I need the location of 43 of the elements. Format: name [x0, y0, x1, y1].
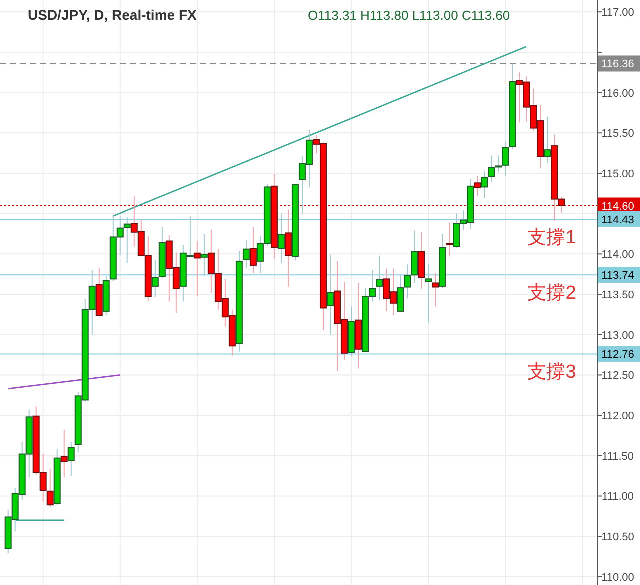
y-tick-label: 117.00 [602, 7, 634, 20]
text: O113.31 H113.80 L113.00 C113.60 [308, 8, 510, 23]
ref-line-label: 支撐1 [528, 227, 576, 248]
y-tick-label: 112.00 [602, 410, 634, 423]
text: 113.74 [602, 270, 634, 282]
candlestick [284, 209, 292, 288]
candlestick [46, 468, 54, 508]
candlestick [242, 240, 250, 270]
y-tick-label: 115.00 [602, 168, 634, 180]
candlestick [124, 216, 131, 264]
candlestick [194, 240, 201, 297]
candlestick [278, 213, 285, 264]
y-tick-label: 110.00 [602, 572, 634, 584]
y-tick-label: 111.50 [602, 450, 634, 463]
candlestick [326, 254, 334, 336]
y-tick-label: 115.50 [602, 128, 634, 140]
candlestick [481, 170, 488, 199]
candlestick [376, 255, 383, 301]
candlestick [411, 230, 418, 284]
text: USD/JPY, D, Real-time FX [28, 7, 198, 23]
candlestick [60, 430, 68, 478]
text: 114.60 [602, 200, 634, 213]
candlestick [68, 442, 75, 477]
candlestick [446, 222, 454, 258]
y-tick-label: 110.50 [602, 532, 634, 544]
ref-line-label: 支撐3 [528, 362, 576, 384]
candlestick [488, 155, 496, 183]
candlestick [432, 273, 440, 308]
text: 116.36 [602, 58, 634, 71]
candlestick [250, 227, 257, 274]
text: 112.76 [602, 349, 634, 362]
y-tick-label: 116.00 [602, 88, 634, 100]
candlestick [544, 116, 552, 164]
text: 114.43 [602, 214, 634, 226]
candlestick [200, 234, 208, 276]
ref-line-label: 支撐2 [528, 283, 576, 304]
candlestick [474, 175, 482, 197]
y-tick-label: 113.00 [602, 330, 634, 342]
candlestick [425, 263, 432, 324]
y-tick-label: 114.00 [602, 249, 634, 262]
y-tick-label: 112.50 [602, 370, 634, 382]
y-tick-label: 111.00 [602, 491, 634, 504]
y-tick-label: 113.50 [602, 290, 634, 302]
